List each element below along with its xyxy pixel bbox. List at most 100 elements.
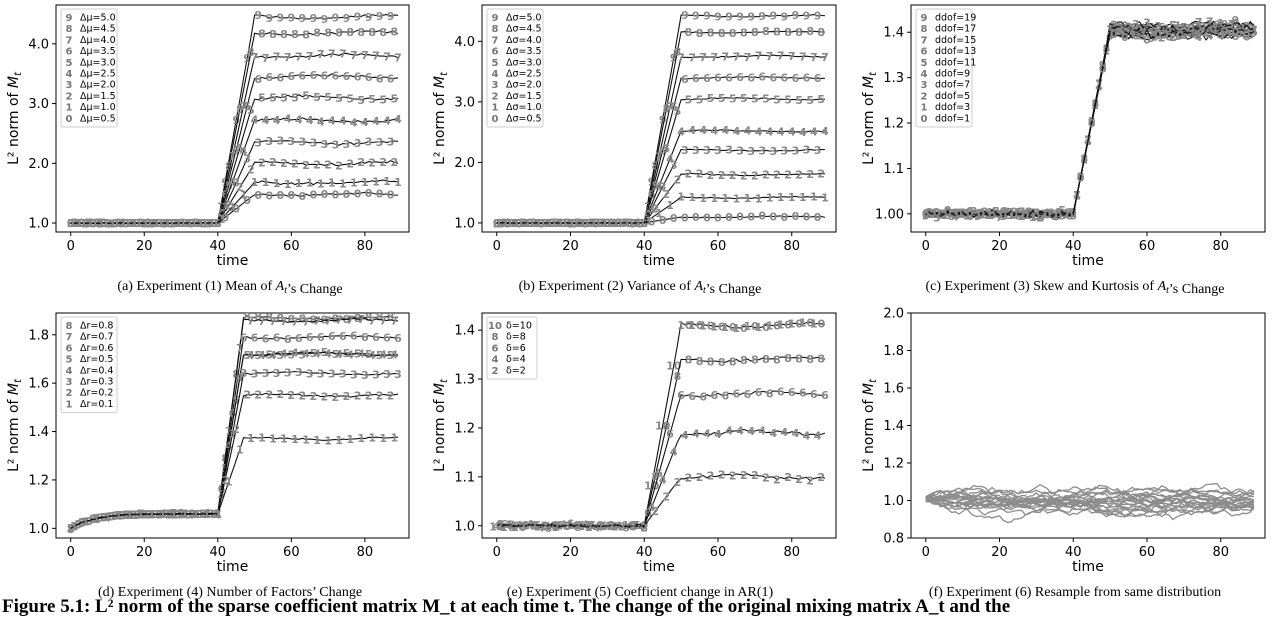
series-marker: 7 (390, 315, 398, 328)
series-marker: 7 (974, 210, 982, 223)
y-tick-label: 4.0 (454, 35, 475, 50)
series-marker: 4 (214, 509, 222, 522)
series-marker: 3 (648, 202, 656, 215)
series-marker: 2 (379, 156, 387, 169)
series-marker: 6 (262, 333, 270, 346)
series-marker: 5 (288, 349, 296, 362)
series-marker: 8 (188, 509, 196, 522)
series-marker: 2 (368, 156, 376, 169)
series-marker: 4 (666, 153, 674, 166)
series-marker: 1 (291, 433, 299, 446)
series-marker: 7 (357, 313, 365, 326)
series-marker: 4 (1206, 30, 1214, 43)
series-marker: 10 (744, 320, 760, 333)
series-marker: 7 (744, 51, 752, 64)
legend-marker: 9 (492, 13, 499, 24)
series-marker: 2 (1136, 24, 1144, 37)
x-tick-label: 20 (991, 545, 1008, 560)
series-marker: 0 (814, 211, 822, 224)
series-marker: 7 (710, 51, 718, 64)
series-marker: 0 (933, 206, 941, 219)
series-marker: 0 (1243, 29, 1251, 42)
series-marker: 8 (696, 27, 704, 40)
series-marker: 2 (1014, 206, 1022, 219)
y-axis-label: L² norm of Mt (432, 71, 450, 165)
series-marker: 0 (1165, 31, 1173, 44)
series-marker: 9 (814, 9, 822, 22)
series-marker: 2 (817, 167, 825, 180)
series-marker: 1 (273, 177, 281, 190)
y-tick-label: 1.1 (454, 470, 475, 485)
legend: 8 Δr=0.8 7 Δr=0.7 6 Δr=0.6 5 Δr=0.5 4 Δr=0.4 3 Δr=0… (60, 316, 118, 414)
series-marker: 4 (747, 425, 755, 438)
series-marker: 5 (258, 92, 266, 105)
series-marker: 4 (589, 217, 597, 230)
series-marker: 1 (940, 209, 948, 222)
series-marker: 6 (644, 507, 652, 520)
series-marker: 3 (254, 136, 262, 149)
legend-entry: Δμ=1.5 (80, 91, 116, 102)
series-marker: 2 (784, 169, 792, 182)
series-marker: 3 (118, 509, 126, 522)
series-marker: 3 (288, 135, 296, 148)
series-marker: 4 (1250, 26, 1258, 39)
series-marker: 1 (115, 509, 123, 522)
x-tick-label: 60 (1139, 239, 1156, 254)
y-tick-label: 1.6 (883, 382, 904, 397)
series-marker: 6 (955, 208, 963, 221)
series-marker: 6 (251, 331, 259, 344)
series-marker: 5 (133, 509, 141, 522)
series-marker: 3 (493, 217, 501, 230)
series-marker: 0 (144, 217, 152, 230)
series-marker: 0 (254, 189, 262, 202)
series-marker: 1 (192, 508, 200, 521)
legend-entry: Δr=0.8 (80, 321, 113, 332)
legend-entry: Δμ=0.5 (80, 113, 116, 124)
series-marker: 5 (357, 94, 365, 107)
legend-marker: 2 (492, 91, 499, 102)
series-marker: 4 (1239, 29, 1247, 42)
series-marker: 0 (1055, 210, 1063, 223)
series-marker: 8 (784, 352, 792, 365)
series-marker: 5 (203, 217, 211, 230)
series-marker: 1 (159, 508, 167, 521)
series-marker: 6 (317, 331, 325, 344)
series-line (496, 473, 826, 529)
series-marker: 3 (321, 138, 329, 151)
series-marker: 3 (1154, 20, 1162, 33)
legend-marker: 1 (492, 103, 499, 114)
series-marker: 5 (332, 348, 340, 361)
legend-box (486, 316, 538, 380)
series-marker: 6 (567, 518, 575, 531)
series-marker: 2 (707, 470, 715, 483)
series-marker: 7 (1139, 23, 1147, 36)
series-marker: 8 (288, 313, 296, 326)
series-marker: 2 (354, 390, 362, 403)
series-marker: 0 (78, 217, 86, 230)
series-marker: 3 (361, 369, 369, 382)
series-marker: 1 (306, 176, 314, 189)
series-marker: 2 (519, 520, 527, 533)
series-marker: 0 (988, 209, 996, 222)
series-marker: 5 (390, 92, 398, 105)
series-marker: 7 (699, 51, 707, 64)
legend-marker: 1 (66, 399, 73, 410)
series-marker: 6 (343, 70, 351, 83)
series-marker: 0 (955, 208, 963, 221)
series-marker: 5 (1246, 29, 1254, 42)
series-marker: 7 (273, 51, 281, 64)
y-tick-label: 1.0 (28, 522, 49, 537)
series-marker: 9 (1221, 18, 1229, 31)
series-marker: 2 (1025, 205, 1033, 218)
series-marker: 2 (552, 521, 560, 534)
series-marker: 1 (744, 192, 752, 205)
legend-entry: Δσ=3.0 (506, 57, 542, 68)
series-marker: 4 (758, 425, 766, 438)
series-marker: 4 (755, 125, 763, 138)
series-marker: 0 (243, 194, 251, 207)
series-marker: 4 (537, 522, 545, 535)
series-marker: 6 (332, 70, 340, 83)
series-marker: 1 (126, 509, 134, 522)
series-marker: 4 (258, 349, 266, 362)
